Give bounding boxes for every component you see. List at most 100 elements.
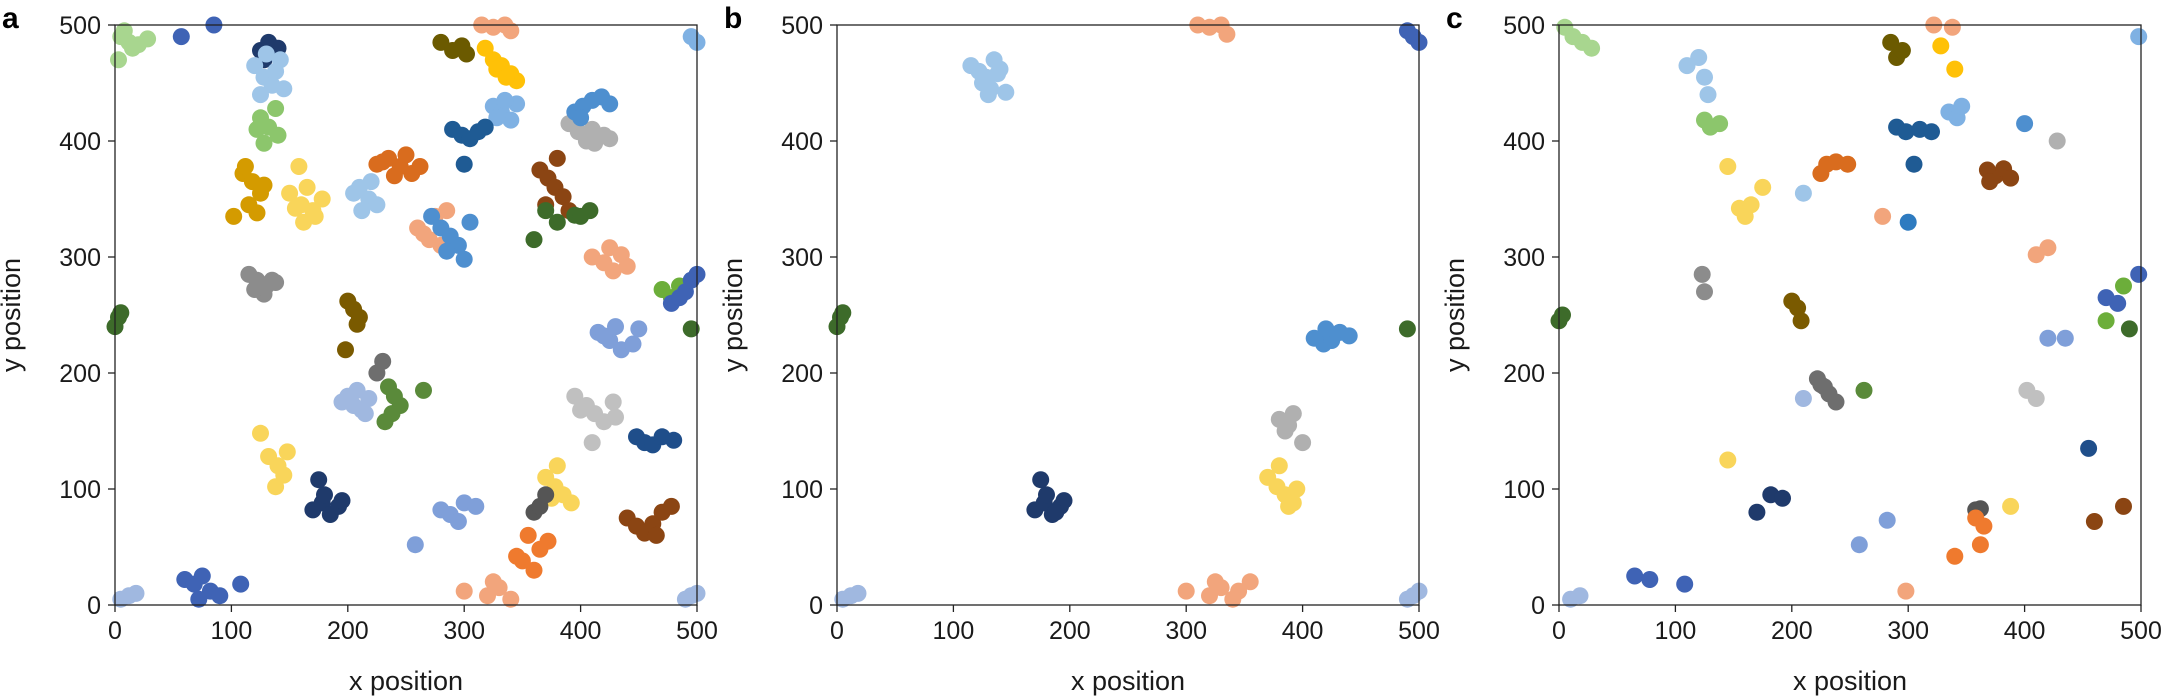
data-point — [281, 184, 299, 202]
data-point — [2039, 239, 2057, 257]
data-point — [572, 109, 590, 127]
data-point — [1794, 184, 1812, 202]
scatter-chart-b: b 0 100 200 300 400 500 0 100 200 300 400 500 x posit… — [722, 2, 1440, 696]
data-point — [1850, 536, 1868, 554]
data-point — [112, 304, 130, 322]
data-point — [2130, 28, 2148, 46]
cluster-9 — [1940, 97, 1971, 127]
data-point — [127, 584, 145, 602]
panel-c: c 0 100 200 300 400 500 0 100 200 300 400 500 x posit… — [1444, 0, 2166, 697]
y-tick-label: 500 — [59, 12, 101, 40]
cluster-36 — [1562, 587, 1589, 608]
cluster-0 — [962, 51, 1015, 104]
data-point — [1827, 393, 1845, 411]
y-axis-label: y position — [1444, 258, 1470, 372]
cluster-12 — [376, 378, 432, 431]
x-tick-label: 100 — [1655, 617, 1697, 645]
data-point — [1571, 587, 1589, 605]
data-point — [2115, 277, 2132, 295]
data-point — [1748, 503, 1766, 521]
data-point — [607, 318, 624, 336]
data-point — [438, 242, 456, 260]
y-tick-label: 200 — [59, 360, 101, 388]
data-points — [1550, 16, 2148, 608]
data-point — [286, 199, 304, 217]
panel-letter: a — [2, 2, 19, 35]
data-point — [267, 62, 285, 80]
cluster-34 — [1897, 582, 1915, 600]
data-point — [248, 204, 266, 222]
data-point — [601, 239, 619, 257]
cluster-27 — [662, 265, 706, 312]
panel-letter: c — [1446, 2, 1463, 35]
cluster-30 — [1850, 511, 1896, 554]
data-point — [298, 178, 316, 196]
data-point — [255, 134, 273, 152]
data-point — [2120, 320, 2138, 338]
x-tick-label: 400 — [2004, 617, 2046, 645]
data-point — [618, 257, 636, 275]
data-point — [246, 57, 264, 75]
data-point — [1878, 511, 1896, 529]
cluster-41 — [112, 584, 706, 608]
data-point — [368, 364, 386, 382]
cluster-35 — [1626, 567, 1694, 593]
data-point — [1583, 39, 1601, 57]
cluster-12 — [1874, 207, 1892, 225]
data-point — [1742, 196, 1760, 214]
y-tick-label: 400 — [781, 128, 823, 156]
y-tick-label: 0 — [1531, 592, 1545, 620]
data-point — [275, 80, 293, 98]
data-point — [496, 91, 514, 109]
data-point — [2080, 439, 2098, 457]
data-point — [1038, 486, 1055, 504]
data-point — [139, 30, 157, 48]
cluster-8 — [368, 146, 429, 185]
data-point — [1280, 497, 1298, 515]
data-point — [2048, 132, 2066, 150]
data-point — [2002, 169, 2020, 187]
data-point — [595, 327, 613, 345]
data-point — [1206, 573, 1224, 591]
data-point — [356, 405, 374, 423]
data-point — [1981, 173, 1999, 191]
data-point — [458, 45, 475, 63]
cluster-40 — [176, 567, 250, 608]
data-point — [849, 584, 867, 602]
cluster-22 — [525, 202, 599, 249]
cluster-24 — [2097, 265, 2148, 312]
cluster-5 — [225, 158, 273, 225]
cluster-19 — [1808, 370, 1845, 411]
data-point — [290, 158, 308, 175]
data-point — [647, 526, 665, 544]
cluster-2 — [1398, 22, 1428, 51]
cluster-7 — [345, 173, 386, 220]
data-point — [1284, 405, 1302, 423]
cluster-15 — [2048, 132, 2066, 150]
data-point — [502, 590, 520, 608]
y-tick-label: 500 — [1503, 12, 1545, 40]
cluster-33 — [304, 471, 351, 523]
cluster-25 — [583, 239, 636, 280]
cluster-25 — [2097, 277, 2132, 330]
y-tick-label: 0 — [87, 592, 101, 620]
data-point — [1946, 60, 1964, 78]
data-point — [1943, 18, 1961, 36]
data-point — [252, 86, 269, 104]
data-point — [255, 176, 273, 194]
data-point — [376, 413, 394, 431]
data-point — [583, 434, 601, 452]
data-point — [353, 202, 371, 220]
data-point — [1932, 37, 1950, 55]
cluster-33 — [2085, 497, 2132, 530]
data-point — [1774, 489, 1791, 507]
data-point — [601, 95, 619, 113]
data-point — [2109, 294, 2127, 312]
x-tick-label: 300 — [1887, 617, 1929, 645]
cluster-0 — [1556, 18, 1601, 57]
data-point — [2097, 312, 2115, 330]
data-point — [362, 173, 380, 191]
data-point — [1754, 178, 1772, 196]
data-point — [476, 118, 494, 136]
data-point — [2115, 497, 2132, 515]
